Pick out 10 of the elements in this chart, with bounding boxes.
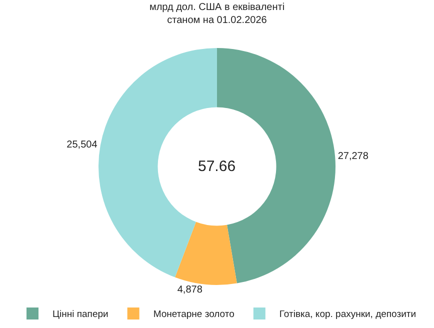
- legend-label: Цінні папери: [52, 309, 108, 320]
- data-label: 4,878: [177, 284, 203, 296]
- text: 57.66: [198, 158, 236, 175]
- chart-subtitle: станом на 01.02.2026: [167, 14, 268, 26]
- legend-label: Готівка, кор. рахунки, депозити: [279, 309, 416, 320]
- chart-title: млрд дол. США в еквіваленті: [149, 2, 285, 13]
- data-label: 25,504: [66, 139, 98, 150]
- legend-label: Монетарне золото: [153, 309, 234, 320]
- data-label: 27,278: [338, 150, 369, 162]
- donut-slice: [174, 222, 237, 285]
